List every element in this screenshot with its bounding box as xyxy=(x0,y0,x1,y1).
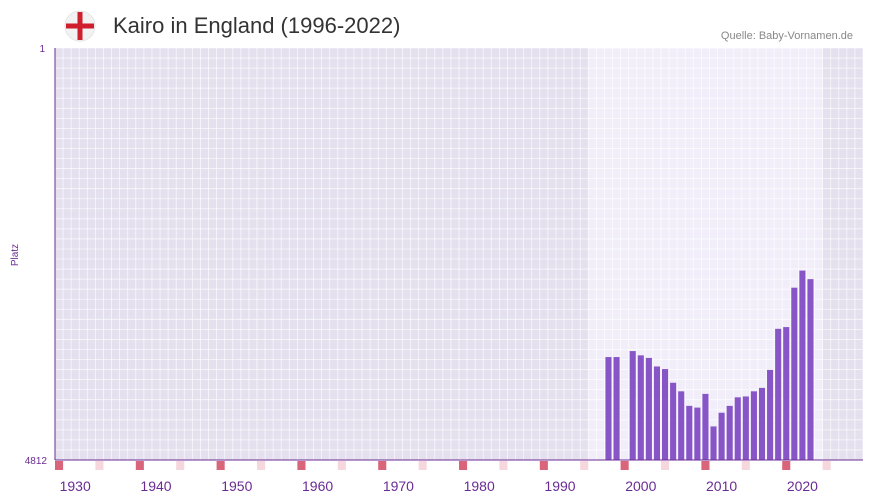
y-axis-label: Platz xyxy=(10,244,21,266)
bar-2009 xyxy=(710,426,717,460)
bar-2019 xyxy=(791,287,798,460)
year-marker-2023 xyxy=(822,461,831,470)
x-tick-label: 1950 xyxy=(221,478,252,494)
bar-2001 xyxy=(645,357,652,460)
bar-2004 xyxy=(670,382,677,460)
year-marker-2003 xyxy=(661,461,670,470)
bar-2021 xyxy=(807,279,814,460)
bar-1999 xyxy=(629,351,636,460)
bar-1997 xyxy=(613,357,620,460)
x-tick-label: 1980 xyxy=(464,478,495,494)
year-marker-1983 xyxy=(499,461,508,470)
bars xyxy=(605,270,814,460)
x-tick-label: 1990 xyxy=(544,478,575,494)
year-marker-1948 xyxy=(216,461,225,470)
x-tick-label: 2010 xyxy=(706,478,737,494)
x-tick-label: 1940 xyxy=(140,478,171,494)
y-tick-label: 1 xyxy=(39,44,45,55)
year-marker-1953 xyxy=(257,461,266,470)
bar-2000 xyxy=(637,355,644,460)
year-marker-1943 xyxy=(176,461,185,470)
year-marker-2018 xyxy=(782,461,791,470)
year-marker-1963 xyxy=(337,461,346,470)
year-marker-1938 xyxy=(135,461,144,470)
source-link[interactable]: Quelle: Baby-Vornamen.de xyxy=(720,30,853,42)
bar-2017 xyxy=(775,328,782,460)
bar-2005 xyxy=(678,391,685,460)
x-tick-label: 2000 xyxy=(625,478,656,494)
bar-2003 xyxy=(662,369,669,460)
england-flag-icon xyxy=(64,10,96,47)
y-tick-label: 4812 xyxy=(25,456,48,467)
year-marker-1958 xyxy=(297,461,306,470)
bar-2015 xyxy=(758,387,766,460)
bar-2008 xyxy=(702,393,709,460)
chart-title: Kairo in England (1996-2022) xyxy=(113,13,401,38)
year-marker-1978 xyxy=(459,461,468,470)
tick-labels: 1 4812 Platz 1930 1940 1950 1960 1970 1980 1990 20… xyxy=(10,44,818,494)
grid xyxy=(54,47,864,461)
x-tick-label: 1930 xyxy=(60,478,91,494)
bar-2010 xyxy=(718,412,725,460)
bar-2020 xyxy=(799,270,806,460)
year-marker-1928 xyxy=(55,461,64,470)
year-marker-1968 xyxy=(378,461,387,470)
bar-2012 xyxy=(734,397,741,460)
year-marker-1998 xyxy=(620,461,629,470)
x-tick-label: 1970 xyxy=(383,478,414,494)
bar-1996 xyxy=(605,357,612,460)
year-marker-1993 xyxy=(580,461,589,470)
year-marker-2008 xyxy=(701,461,710,470)
bar-2018 xyxy=(783,327,790,460)
bar-2014 xyxy=(750,391,757,460)
bar-2002 xyxy=(653,366,660,460)
year-marker-1973 xyxy=(418,461,427,470)
axes xyxy=(54,48,863,461)
bar-2013 xyxy=(742,396,749,460)
year-markers xyxy=(55,461,831,470)
bar-2006 xyxy=(686,405,693,460)
year-marker-1988 xyxy=(539,461,548,470)
year-marker-2013 xyxy=(741,461,750,470)
bar-2007 xyxy=(694,407,701,460)
x-tick-label: 1960 xyxy=(302,478,333,494)
x-tick-label: 2020 xyxy=(787,478,818,494)
bar-2016 xyxy=(767,369,774,460)
year-marker-1933 xyxy=(95,461,104,470)
bar-2011 xyxy=(726,405,733,460)
